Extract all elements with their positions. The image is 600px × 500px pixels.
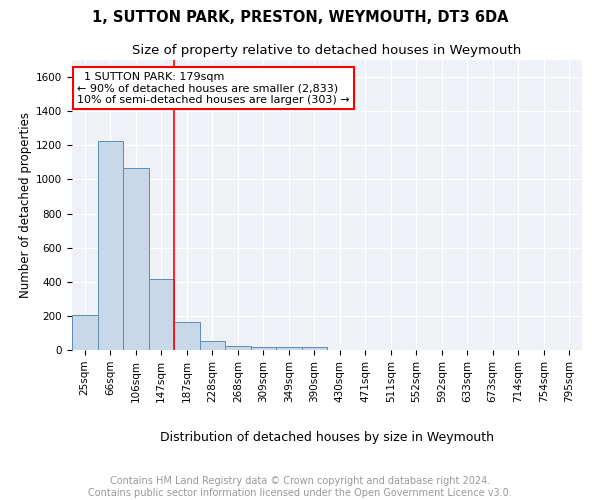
Text: 1, SUTTON PARK, PRESTON, WEYMOUTH, DT3 6DA: 1, SUTTON PARK, PRESTON, WEYMOUTH, DT3 6…: [92, 10, 508, 25]
Text: Contains HM Land Registry data © Crown copyright and database right 2024.
Contai: Contains HM Land Registry data © Crown c…: [88, 476, 512, 498]
Bar: [174, 322, 199, 350]
Bar: [225, 346, 251, 350]
Bar: [251, 346, 276, 350]
Bar: [149, 279, 174, 350]
Bar: [199, 342, 225, 350]
Bar: [97, 141, 123, 350]
Y-axis label: Number of detached properties: Number of detached properties: [19, 112, 32, 298]
Bar: [123, 168, 149, 350]
Title: Size of property relative to detached houses in Weymouth: Size of property relative to detached ho…: [133, 44, 521, 58]
Text: Distribution of detached houses by size in Weymouth: Distribution of detached houses by size …: [160, 431, 494, 444]
Bar: [72, 315, 97, 350]
Bar: [276, 348, 302, 350]
Bar: [302, 348, 327, 350]
Text: 1 SUTTON PARK: 179sqm
← 90% of detached houses are smaller (2,833)
10% of semi-d: 1 SUTTON PARK: 179sqm ← 90% of detached …: [77, 72, 350, 105]
